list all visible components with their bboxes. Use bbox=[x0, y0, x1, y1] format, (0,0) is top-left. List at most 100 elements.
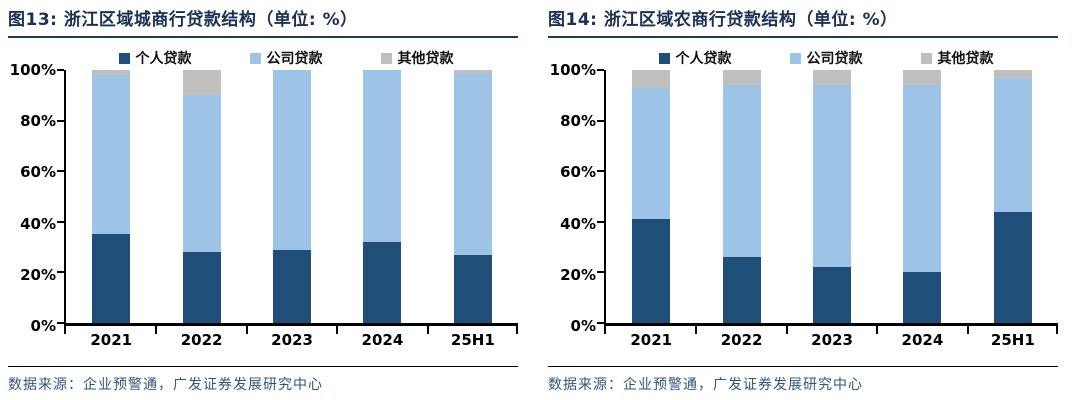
y-tick-label: 20% bbox=[560, 265, 596, 284]
x-tick-label-25H1: 25H1 bbox=[990, 331, 1035, 349]
x-axis-labels: 2021 2022 2023 2024 25H1 bbox=[66, 331, 518, 349]
y-tick-label: 100% bbox=[9, 61, 56, 79]
y-tick-label: 100% bbox=[549, 61, 596, 79]
y-tick-label: 0% bbox=[30, 317, 56, 335]
title-divider bbox=[548, 36, 1058, 38]
legend-swatch-corporate bbox=[249, 52, 261, 64]
bar-group-2022 bbox=[156, 70, 246, 323]
y-tick-mark bbox=[57, 271, 64, 274]
x-tick-mark bbox=[245, 326, 248, 334]
x-tick-label-2022: 2022 bbox=[720, 331, 763, 349]
x-tick-mark bbox=[966, 326, 969, 334]
bar-segment-personal-2023 bbox=[813, 267, 852, 323]
bar-segment-corporate-25H1 bbox=[453, 72, 492, 255]
y-tick-label: 40% bbox=[560, 214, 596, 233]
stacked-bar-2023 bbox=[813, 70, 852, 323]
y-tick-mark bbox=[57, 119, 64, 122]
y-tick-mark bbox=[597, 271, 604, 274]
y-tick-mark bbox=[57, 170, 64, 173]
x-tick-mark bbox=[604, 326, 606, 334]
title-divider bbox=[8, 36, 518, 38]
bar-segment-personal-2021 bbox=[92, 234, 131, 323]
bar-group-2023 bbox=[247, 70, 337, 323]
bar-group-2021 bbox=[606, 70, 696, 323]
x-tick-label-2023: 2023 bbox=[811, 331, 853, 349]
legend: 个人贷款 公司贷款 其他贷款 bbox=[594, 48, 1058, 68]
legend-item-corporate: 公司贷款 bbox=[249, 48, 323, 68]
bar-segment-other-2021 bbox=[632, 70, 671, 88]
bar-group-2021 bbox=[66, 70, 156, 323]
bar-segment-personal-2024 bbox=[903, 272, 942, 323]
x-tick-mark bbox=[1056, 326, 1058, 334]
x-tick-mark bbox=[785, 326, 788, 334]
x-tick-label-2021: 2021 bbox=[630, 331, 673, 349]
x-tick-mark bbox=[426, 326, 429, 334]
legend: 个人贷款 公司贷款 其他贷款 bbox=[54, 48, 518, 68]
x-tick-label-2021: 2021 bbox=[90, 331, 133, 349]
stacked-bar-2023 bbox=[273, 70, 312, 323]
stacked-bar-2021 bbox=[632, 70, 671, 323]
y-tick-label: 40% bbox=[20, 214, 56, 233]
legend-swatch-personal bbox=[658, 52, 670, 64]
bar-group-2024 bbox=[877, 70, 967, 323]
stacked-bar-2022 bbox=[722, 70, 761, 323]
legend-item-personal: 个人贷款 bbox=[118, 48, 192, 68]
x-tick-mark bbox=[155, 326, 158, 334]
legend-label-other: 其他贷款 bbox=[937, 51, 994, 67]
bar-group-2024 bbox=[337, 70, 427, 323]
legend-label-corporate: 公司贷款 bbox=[266, 51, 323, 67]
chart-panel-rural-commercial-banks: 图14: 浙江区域农商行贷款结构（单位: %） 个人贷款 公司贷款 其他贷款 0% 2… bbox=[540, 0, 1080, 400]
stacked-bar-2024 bbox=[903, 70, 942, 323]
bar-group-2023 bbox=[787, 70, 877, 323]
x-tick-mark bbox=[516, 326, 518, 334]
y-tick-mark bbox=[597, 119, 604, 122]
legend-label-corporate: 公司贷款 bbox=[806, 51, 863, 67]
bar-segment-personal-2023 bbox=[273, 249, 312, 323]
stacked-bar-2024 bbox=[363, 70, 402, 323]
x-axis-labels: 2021 2022 2023 2024 25H1 bbox=[606, 331, 1058, 349]
chart-title: 图14: 浙江区域农商行贷款结构（单位: %） bbox=[548, 10, 898, 30]
x-tick-label-2023: 2023 bbox=[271, 331, 313, 349]
legend-label-personal: 个人贷款 bbox=[135, 51, 192, 67]
bar-segment-corporate-2024 bbox=[363, 70, 402, 243]
bar-segment-corporate-25H1 bbox=[993, 77, 1032, 212]
chart-title: 图13: 浙江区域城商行贷款结构（单位: %） bbox=[8, 10, 358, 30]
x-tick-mark bbox=[876, 326, 879, 334]
bar-group-25H1 bbox=[428, 70, 518, 323]
stacked-bar-2021 bbox=[92, 70, 131, 323]
bar-segment-other-2021 bbox=[92, 70, 131, 76]
stacked-bar-25H1 bbox=[993, 70, 1032, 323]
x-tick-label-2024: 2024 bbox=[361, 331, 404, 349]
source-note: 数据来源：企业预警通，广发证券发展研究中心 bbox=[548, 377, 863, 393]
bar-segment-personal-2021 bbox=[632, 219, 671, 323]
y-tick-label: 0% bbox=[570, 317, 596, 335]
bar-segment-corporate-2021 bbox=[632, 87, 671, 220]
x-tick-label-2024: 2024 bbox=[901, 331, 944, 349]
plot-row: 0% 20% 40% 60% 80% 100% 2021 2022 2023 2024 25H1 bbox=[8, 62, 518, 349]
bar-segment-other-2023 bbox=[813, 70, 852, 86]
bar-segment-corporate-2023 bbox=[813, 85, 852, 268]
y-tick-label: 20% bbox=[20, 265, 56, 284]
y-tick-label: 80% bbox=[560, 112, 596, 131]
y-tick-mark bbox=[597, 322, 604, 324]
stacked-bar-25H1 bbox=[453, 70, 492, 323]
source-divider bbox=[548, 366, 1058, 367]
legend-swatch-personal bbox=[118, 52, 130, 64]
legend-item-corporate: 公司贷款 bbox=[789, 48, 863, 68]
x-tick-mark bbox=[336, 326, 339, 334]
plot-area: 2021 2022 2023 2024 25H1 bbox=[597, 69, 1058, 349]
bar-segment-other-2022 bbox=[182, 70, 221, 96]
legend-label-other: 其他贷款 bbox=[397, 51, 454, 67]
bar-segment-corporate-2022 bbox=[182, 95, 221, 253]
y-tick-mark bbox=[597, 69, 604, 71]
x-tick-label-25H1: 25H1 bbox=[450, 331, 495, 349]
bar-segment-corporate-2023 bbox=[273, 70, 312, 250]
bar-segment-other-25H1 bbox=[453, 70, 492, 73]
bar-segment-personal-2022 bbox=[182, 252, 221, 323]
bar-segment-other-25H1 bbox=[993, 70, 1032, 78]
y-tick-mark bbox=[57, 69, 64, 71]
x-tick-mark bbox=[64, 326, 66, 334]
bar-segment-personal-25H1 bbox=[993, 211, 1032, 323]
bar-segment-personal-25H1 bbox=[453, 254, 492, 323]
